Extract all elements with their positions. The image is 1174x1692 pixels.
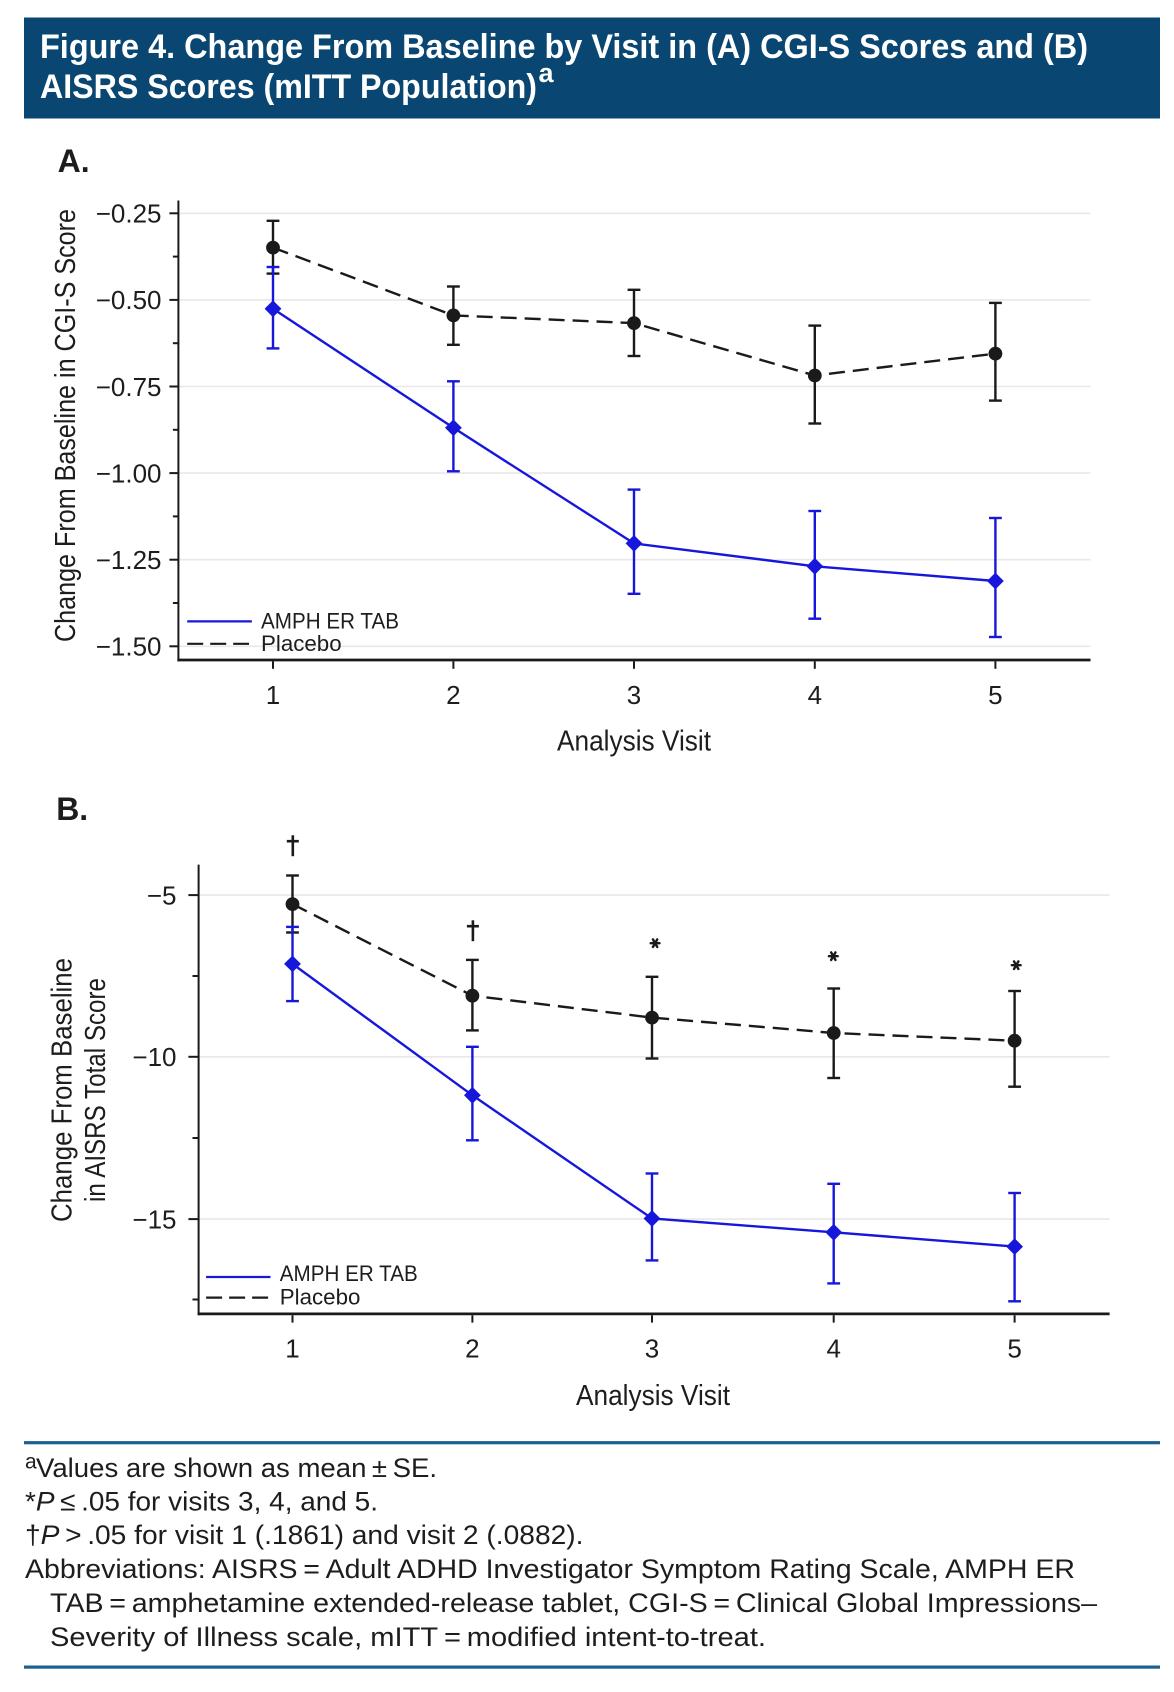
svg-text:−1.50: −1.50	[96, 632, 162, 662]
svg-text:4: 4	[826, 1334, 840, 1364]
svg-text:−0.25: −0.25	[96, 199, 162, 229]
svg-text:−10: −10	[132, 1042, 176, 1072]
svg-text:−1.00: −1.00	[96, 458, 162, 488]
svg-text:†P > .05 for visit 1 (.1861) a: †P > .05 for visit 1 (.1861) and visit 2…	[25, 1520, 583, 1550]
svg-text:Abbreviations: AISRS = Adult A: Abbreviations: AISRS = Adult ADHD Invest…	[25, 1554, 1075, 1584]
svg-text:*P ≤ .05 for visits 3, 4, and: *P ≤ .05 for visits 3, 4, and 5.	[25, 1487, 378, 1517]
svg-text:−0.50: −0.50	[96, 285, 162, 315]
svg-text:Change From Baseline: Change From Baseline	[47, 958, 79, 1222]
svg-text:−15: −15	[132, 1204, 176, 1234]
svg-text:in AISRS Total Score: in AISRS Total Score	[80, 978, 112, 1202]
svg-text:5: 5	[988, 680, 1002, 710]
svg-text:1: 1	[266, 680, 280, 710]
svg-text:1: 1	[285, 1334, 299, 1364]
svg-text:Severity of Illness scale, mIT: Severity of Illness scale, mITT = modifi…	[50, 1622, 766, 1652]
svg-text:3: 3	[627, 680, 641, 710]
svg-text:Change From Baseline in CGI-S: Change From Baseline in CGI-S Score	[50, 209, 82, 642]
svg-text:AMPH ER TAB: AMPH ER TAB	[261, 608, 399, 633]
svg-text:Placebo: Placebo	[261, 631, 342, 656]
svg-text:A.: A.	[58, 143, 90, 179]
svg-text:AMPH ER TAB: AMPH ER TAB	[280, 1261, 418, 1286]
svg-text:5: 5	[1007, 1334, 1021, 1364]
svg-text:3: 3	[645, 1334, 659, 1364]
svg-text:Analysis Visit: Analysis Visit	[557, 725, 711, 757]
svg-text:Analysis Visit: Analysis Visit	[576, 1380, 730, 1412]
svg-text:AISRS Scores (mITT Population): AISRS Scores (mITT Population)	[40, 68, 537, 106]
svg-text:2: 2	[465, 1334, 479, 1364]
svg-text:4: 4	[808, 680, 822, 710]
svg-text:a: a	[539, 58, 555, 88]
svg-text:2: 2	[446, 680, 460, 710]
svg-text:B.: B.	[56, 791, 88, 827]
svg-text:a: a	[25, 1451, 37, 1474]
svg-text:−5: −5	[147, 880, 177, 910]
svg-text:Placebo: Placebo	[280, 1284, 361, 1309]
svg-text:Figure 4. Change From Baseline: Figure 4. Change From Baseline by Visit …	[40, 28, 1088, 66]
svg-text:−0.75: −0.75	[96, 372, 162, 402]
svg-text:Values are shown as mean ± SE.: Values are shown as mean ± SE.	[36, 1453, 437, 1483]
svg-text:−1.25: −1.25	[96, 545, 162, 575]
svg-text:TAB = amphetamine extended-rel: TAB = amphetamine extended-release table…	[50, 1588, 1097, 1618]
